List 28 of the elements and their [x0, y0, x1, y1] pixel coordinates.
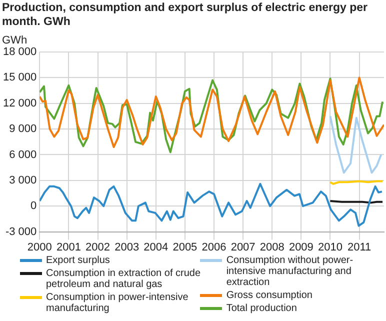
- x-tick-label: 2008: [260, 241, 284, 254]
- legend-label: Consumption in power-intensive manufacturing: [46, 292, 190, 314]
- x-tick-label: 2005: [172, 241, 198, 254]
- y-tick-label: 15 000: [2, 72, 37, 84]
- y-tick-label: 6 000: [9, 148, 37, 161]
- x-tick-label: 2002: [86, 241, 110, 254]
- y-tick-label: 12 000: [2, 97, 37, 110]
- legend-label: Consumption in extraction of crude petroleum and natural gas: [46, 268, 202, 290]
- legend-label: Consumption without power-intensive manufacturing and extraction: [226, 255, 354, 288]
- y-tick-label: 18 000: [2, 46, 37, 58]
- x-tick-label: 2007: [230, 241, 256, 254]
- y-tick-label: 0: [30, 200, 37, 212]
- y-tick-label: 9 000: [9, 123, 37, 136]
- x-tick-label: 2009: [288, 241, 314, 254]
- x-tick-label: 2010: [318, 241, 342, 254]
- y-axis-title: GWh: [2, 34, 28, 47]
- x-tick-label: 2004: [144, 241, 168, 254]
- x-tick-label: 2011: [347, 241, 372, 254]
- legend-label: Export surplus: [46, 255, 110, 266]
- chart-title: Production, consumption and export surplus of electric energy per month. GWh: [1, 1, 369, 30]
- legend-label: Total production: [226, 303, 297, 314]
- y-tick-label: -3 000: [5, 226, 37, 238]
- legend-label: Gross consumption: [226, 290, 312, 301]
- x-tick-label: 2000: [27, 241, 52, 254]
- y-tick-label: 3 000: [9, 174, 37, 186]
- x-tick-label: 2003: [114, 241, 140, 254]
- x-tick-label: 2001: [56, 241, 81, 254]
- x-tick-label: 2006: [202, 241, 226, 254]
